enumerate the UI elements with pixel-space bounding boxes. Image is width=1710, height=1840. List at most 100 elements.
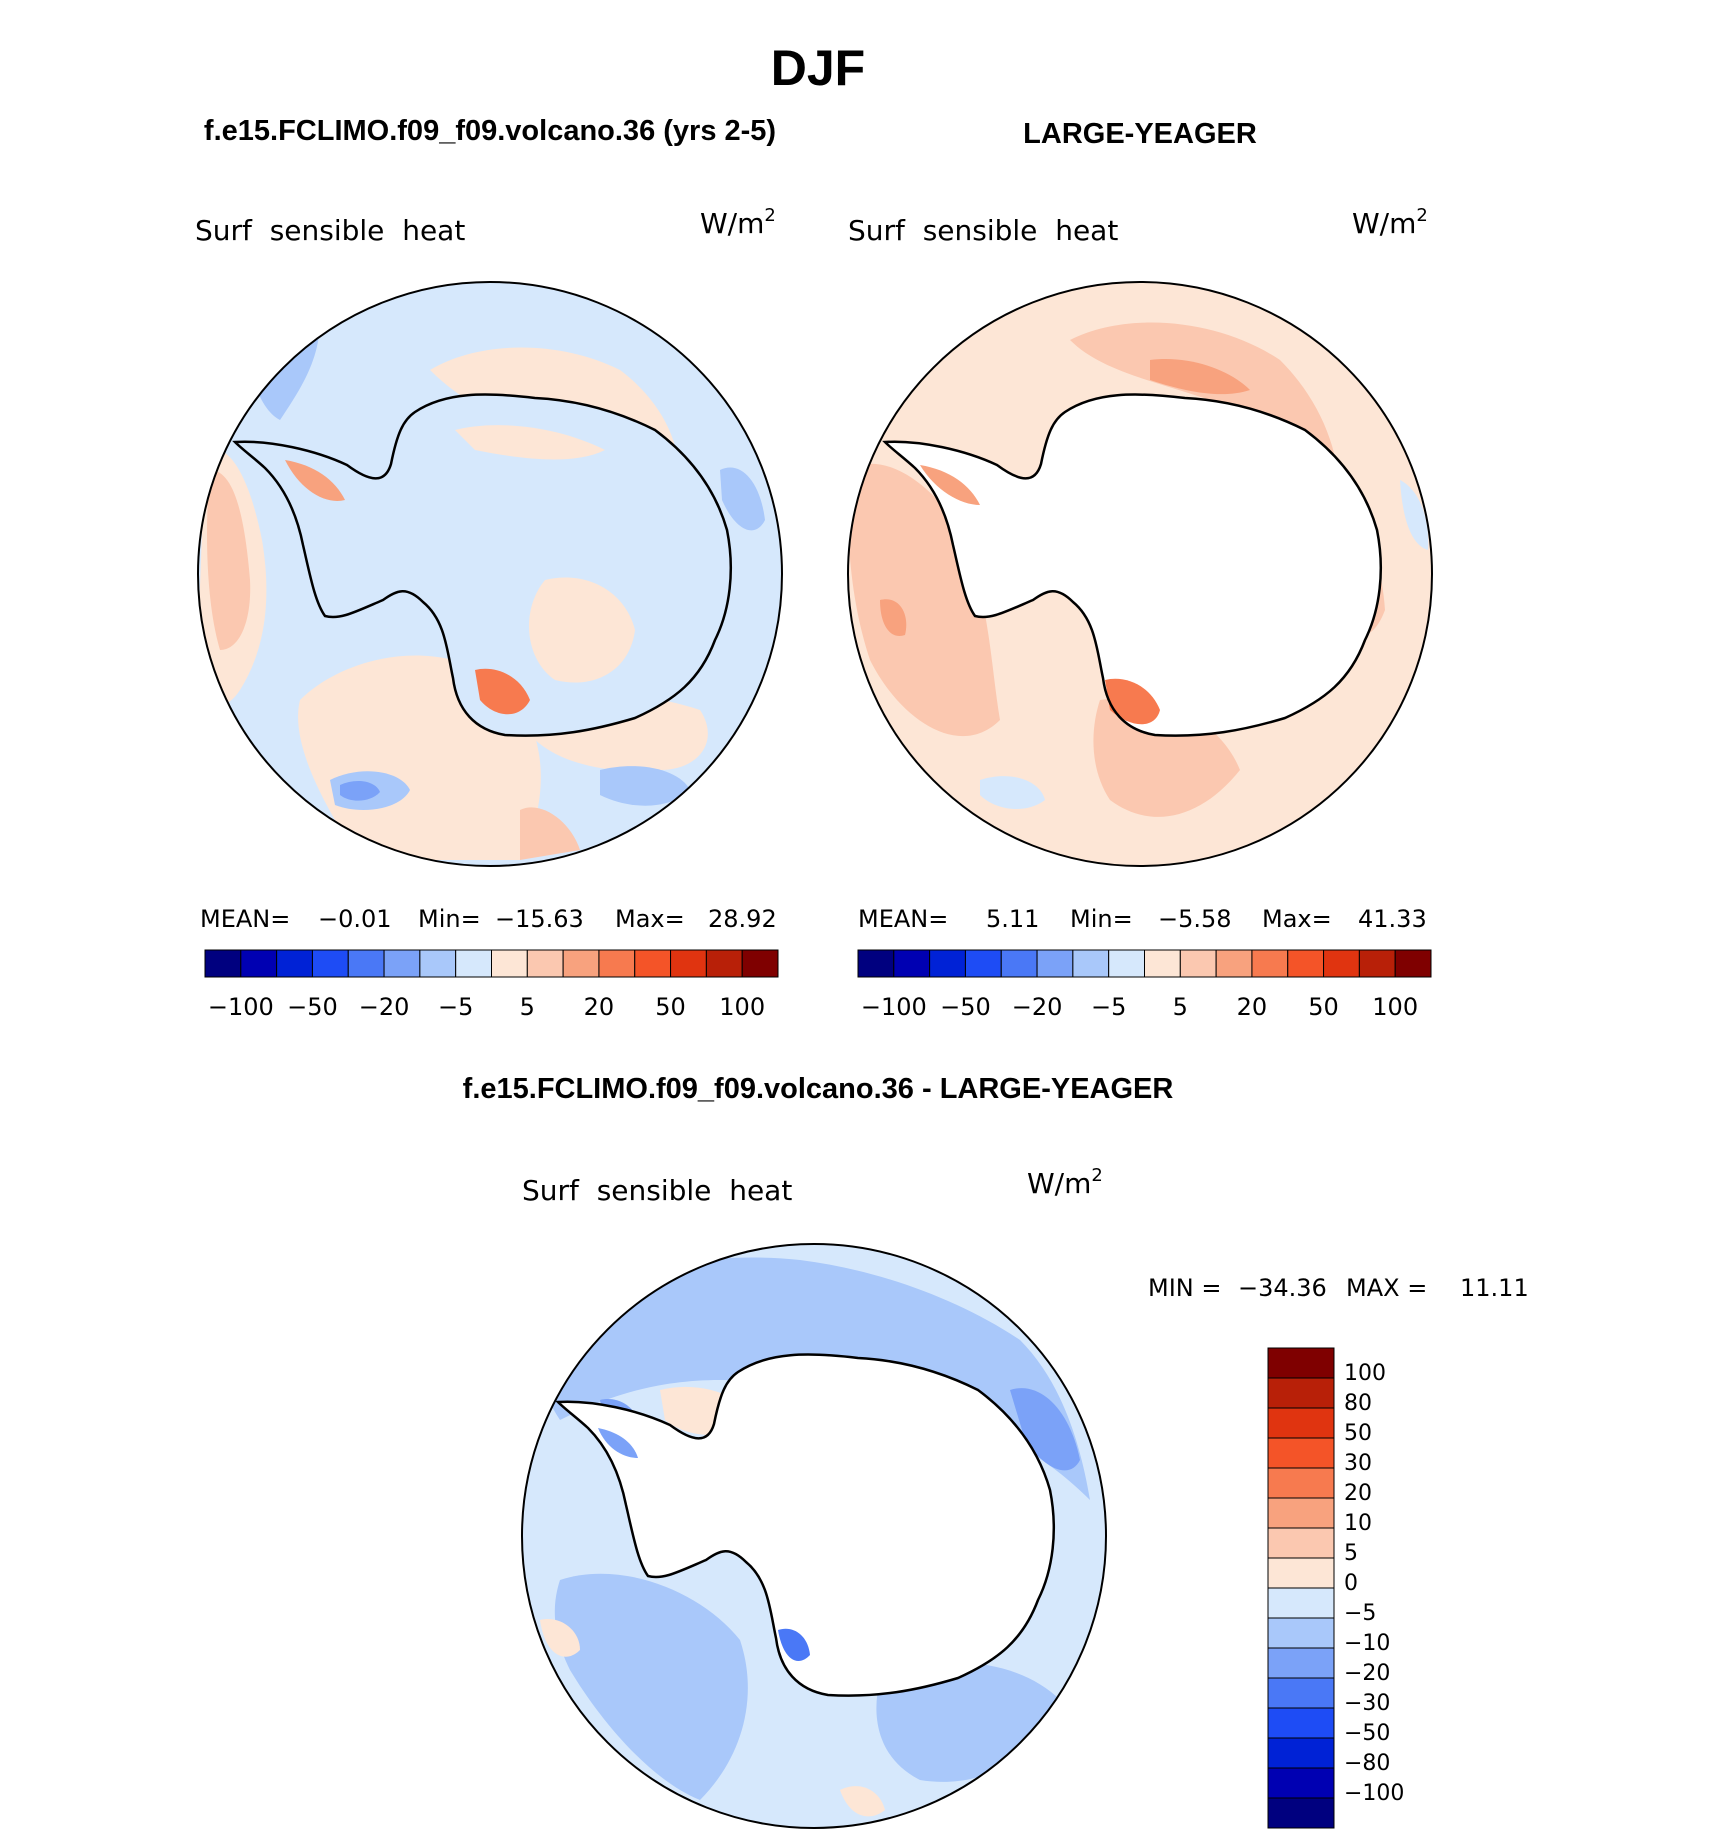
panel-2-contour-region xyxy=(1400,480,1429,550)
colorbar-tick-label: −5 xyxy=(1091,993,1126,1021)
colorbar-swatch xyxy=(491,949,528,978)
panel-2-map-boundary xyxy=(847,281,1433,867)
panel-3-contour-region xyxy=(840,1786,885,1817)
panel-2-contour-region xyxy=(848,463,1000,737)
panel-3-min-label: MIN = xyxy=(1148,1274,1221,1302)
colorbar-swatch xyxy=(1267,1347,1335,1379)
panel-3-contour-region xyxy=(778,1628,810,1662)
colorbar-tick-label: −20 xyxy=(1012,993,1063,1021)
panel-2-variable-label: Surf sensible heat xyxy=(848,214,1118,247)
colorbar-swatch xyxy=(1323,949,1360,978)
panel-3-max-label: MAX = xyxy=(1346,1274,1427,1302)
colorbar-swatch xyxy=(455,949,492,978)
panel-3-contour-region xyxy=(1010,1388,1080,1471)
colorbar-swatch xyxy=(893,949,931,978)
panel-1-contour-region xyxy=(455,425,605,460)
colorbar-swatch xyxy=(1036,949,1074,978)
colorbar-swatch xyxy=(311,949,349,978)
colorbar-swatch xyxy=(1251,949,1289,978)
panel-3-antarctica xyxy=(556,1353,1056,1697)
panel-1-variable-label: Surf sensible heat xyxy=(195,214,465,247)
colorbar-swatch xyxy=(1394,949,1432,978)
colorbar-swatch xyxy=(419,949,457,978)
panel-1-contour-region xyxy=(720,467,765,531)
panel-2-max-label: Max= xyxy=(1262,905,1332,933)
colorbar-tick-label: −10 xyxy=(1344,1631,1390,1656)
colorbar-tick-label: 100 xyxy=(719,993,765,1021)
colorbar-swatch xyxy=(670,949,707,978)
colorbar-swatch xyxy=(1215,949,1253,978)
colorbar-swatch xyxy=(1267,1527,1335,1559)
colorbar-swatch xyxy=(526,949,564,978)
colorbar-swatch xyxy=(1358,949,1396,978)
panel-1-stats: MEAN= −0.01 Min= −15.63 Max= 28.92 xyxy=(200,905,777,933)
panel-2-contour-region xyxy=(880,599,907,636)
panel-3-variable-label: Surf sensible heat xyxy=(522,1174,792,1207)
colorbar-tick-label: −5 xyxy=(438,993,473,1021)
panel-1-contour-region xyxy=(285,460,345,501)
colorbar-tick-label: −50 xyxy=(1344,1721,1390,1746)
colorbar-tick-label: 50 xyxy=(1308,993,1339,1021)
panel-3-max-value: 11.11 xyxy=(1460,1274,1529,1302)
colorbar-swatch xyxy=(1287,949,1325,978)
colorbar-tick-label: −100 xyxy=(1344,1781,1404,1806)
colorbar-tick-label: 30 xyxy=(1344,1451,1372,1476)
colorbar-swatch xyxy=(383,949,421,978)
colorbar-swatch xyxy=(1267,1497,1335,1529)
colorbar-tick-label: 5 xyxy=(1173,993,1188,1021)
colorbar-swatch xyxy=(562,949,600,978)
panel-3: f.e15.FCLIMO.f09_f09.volcano.36 - LARGE-… xyxy=(463,1073,1529,1829)
colorbar-tick-label: 0 xyxy=(1344,1571,1358,1596)
panel-1-map-boundary xyxy=(197,281,783,867)
colorbar-swatch xyxy=(964,949,1002,978)
panel-3-min-value: −34.36 xyxy=(1238,1274,1327,1302)
panel-1-contour-region xyxy=(475,668,530,715)
panel-2-antarctica xyxy=(883,393,1383,737)
colorbar-swatch xyxy=(1267,1707,1335,1739)
panel-1-colorbar: −100 −50 −20 −5 5 20 50 100 xyxy=(204,949,779,1021)
colorbar-swatch xyxy=(1267,1677,1335,1709)
panel-3-map-boundary xyxy=(521,1243,1107,1829)
panel-3-polar-map xyxy=(522,1244,1106,1828)
colorbar-tick-label: −50 xyxy=(940,993,991,1021)
colorbar-tick-label: 20 xyxy=(1237,993,1268,1021)
panel-2-contour-region xyxy=(1070,322,1340,500)
colorbar-swatch xyxy=(1179,949,1217,978)
panel-2-colorbar: −100 −50 −20 −5 5 20 50 100 xyxy=(857,949,1432,1021)
colorbar-tick-label: 5 xyxy=(1344,1541,1358,1566)
colorbar-swatch xyxy=(1267,1767,1335,1799)
panel-1-units-text: W/m xyxy=(700,207,764,240)
colorbar-tick-label: 50 xyxy=(1344,1421,1372,1446)
panel-1-contour-region xyxy=(520,807,580,860)
panel-1-mean-label: MEAN= xyxy=(200,905,290,933)
panel-1-mean-value: −0.01 xyxy=(318,905,392,933)
colorbar-swatch xyxy=(705,949,743,978)
panel-1-case-title: f.e15.FCLIMO.f09_f09.volcano.36 (yrs 2-5… xyxy=(204,115,776,147)
panel-3-contour-region xyxy=(540,1619,580,1657)
colorbar-tick-label: −20 xyxy=(359,993,410,1021)
panel-1-max-value: 28.92 xyxy=(708,905,777,933)
colorbar-swatch xyxy=(1267,1377,1335,1409)
panel-2-contour-region xyxy=(920,465,980,505)
colorbar-tick-label: 50 xyxy=(655,993,686,1021)
panel-2-units-text: W/m xyxy=(1352,207,1416,240)
panel-3-units-text: W/m xyxy=(1027,1167,1091,1200)
panel-2-units-exponent: 2 xyxy=(1416,205,1427,226)
panel-2-stats: MEAN= 5.11 Min= −5.58 Max= 41.33 xyxy=(858,905,1427,933)
colorbar-tick-label: 5 xyxy=(520,993,535,1021)
colorbar-swatch xyxy=(1267,1437,1335,1469)
panel-1-max-label: Max= xyxy=(615,905,685,933)
colorbar-swatch xyxy=(1144,949,1181,978)
panel-2-max-value: 41.33 xyxy=(1358,905,1427,933)
colorbar-swatch xyxy=(1267,1647,1335,1679)
colorbar-swatch xyxy=(1108,949,1145,978)
colorbar-swatch xyxy=(1072,949,1110,978)
panel-2: LARGE-YEAGER Surf sensible heat W/m2 xyxy=(847,118,1433,1021)
panel-3-contour-region xyxy=(554,1573,748,1800)
colorbar-swatch xyxy=(240,949,278,978)
colorbar-tick-label: −50 xyxy=(287,993,338,1021)
panel-3-units-label: W/m2 xyxy=(1027,1165,1103,1200)
panel-1-units-label: W/m2 xyxy=(700,205,776,240)
colorbar-tick-label: −5 xyxy=(1344,1601,1376,1626)
